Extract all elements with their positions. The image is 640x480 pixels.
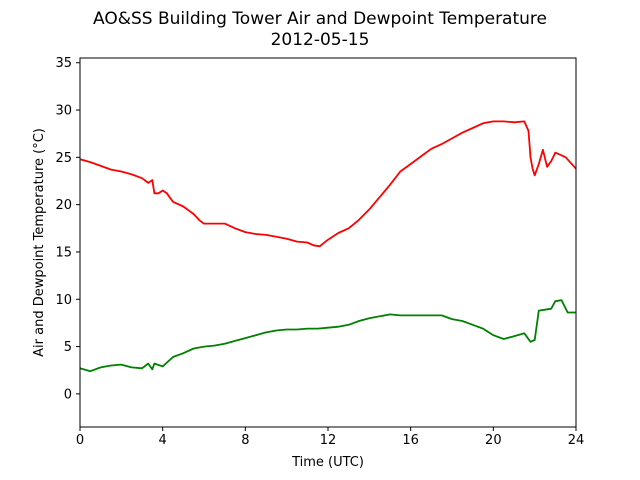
- y-tick-label: 35: [55, 56, 72, 71]
- chart-title: AO&SS Building Tower Air and Dewpoint Te…: [92, 9, 547, 29]
- series-line-2: [79, 299, 576, 373]
- x-tick-label: 4: [159, 433, 167, 448]
- y-tick-label: 20: [55, 198, 72, 213]
- series-line-1: [79, 120, 577, 248]
- x-tick-label: 24: [568, 433, 585, 448]
- y-tick-label: 10: [55, 293, 72, 308]
- plot-frame: [79, 57, 577, 428]
- y-tick-label: 5: [64, 340, 72, 355]
- x-tick-label: 20: [485, 433, 502, 448]
- x-tick-label: 8: [241, 433, 249, 448]
- x-tick-label: 12: [320, 433, 337, 448]
- y-tick-label: 15: [55, 245, 72, 260]
- y-tick-label: 0: [64, 387, 72, 402]
- chart-subtitle: 2012-05-15: [270, 30, 370, 50]
- y-axis-label: Air and Dewpoint Temperature (°C): [32, 128, 47, 357]
- x-tick-label: 16: [402, 433, 419, 448]
- series-layer: [79, 120, 577, 373]
- x-axis-label: Time (UTC): [291, 455, 364, 470]
- x-tick-label: 0: [76, 433, 84, 448]
- y-tick-label: 25: [55, 151, 72, 166]
- ticks-layer: 0 4 8 12 16 20 24 0 5 10 15 20 25 30 35: [55, 56, 584, 448]
- y-tick-label: 30: [55, 104, 72, 119]
